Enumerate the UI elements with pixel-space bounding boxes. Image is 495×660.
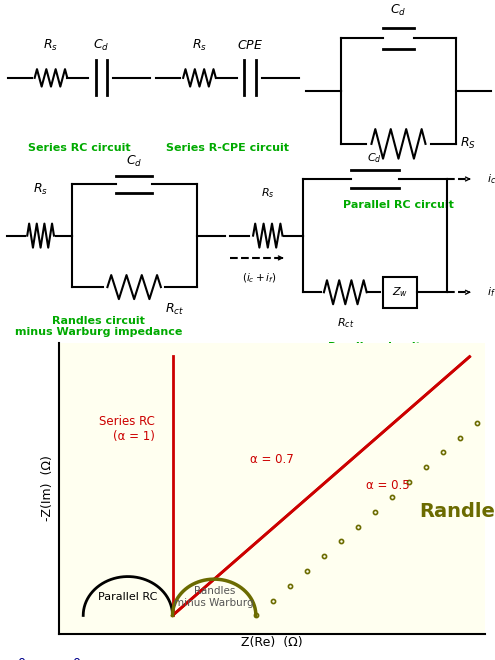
Text: Series RC circuit: Series RC circuit	[28, 143, 131, 152]
Text: Series RC
(α = 1): Series RC (α = 1)	[99, 414, 154, 443]
Text: 0: 0	[72, 657, 80, 660]
Text: $R_{ct}$: $R_{ct}$	[165, 302, 185, 317]
Text: Parallel RC circuit: Parallel RC circuit	[343, 200, 454, 210]
Text: α = 0.7: α = 0.7	[250, 453, 294, 467]
Text: $i_f$: $i_f$	[487, 285, 495, 299]
Text: $R_s$: $R_s$	[192, 38, 207, 53]
Text: Randles
minus Warburg: Randles minus Warburg	[174, 586, 254, 608]
Text: $R_{ct}$: $R_{ct}$	[337, 316, 354, 330]
Y-axis label: -Z(Im)  (Ω): -Z(Im) (Ω)	[41, 455, 54, 521]
Text: $(i_c+i_f)$: $(i_c+i_f)$	[243, 272, 277, 285]
Text: $i_c$: $i_c$	[487, 172, 495, 186]
Text: $CPE$: $CPE$	[237, 40, 263, 52]
Text: $C_d$: $C_d$	[126, 154, 142, 170]
Text: Randles circuit
minus Warburg impedance: Randles circuit minus Warburg impedance	[15, 315, 182, 337]
Text: $R_s$: $R_s$	[261, 186, 275, 199]
Text: $C_d$: $C_d$	[94, 38, 109, 53]
Text: Parallel RC: Parallel RC	[98, 593, 157, 603]
Text: α = 0.5: α = 0.5	[366, 479, 410, 492]
Bar	[383, 277, 417, 308]
Text: $C_d$: $C_d$	[367, 152, 382, 165]
Text: $R_s$: $R_s$	[44, 38, 58, 53]
Text: Randles circuit: Randles circuit	[328, 342, 421, 352]
X-axis label: Z(Re)  (Ω): Z(Re) (Ω)	[242, 636, 303, 649]
Text: Randles: Randles	[420, 502, 495, 521]
Text: $R_s$: $R_s$	[33, 182, 48, 197]
Text: Series R-CPE circuit: Series R-CPE circuit	[166, 143, 289, 152]
Text: 0: 0	[17, 657, 25, 660]
Text: $Z_w$: $Z_w$	[392, 285, 408, 299]
Text: $C_d$: $C_d$	[391, 3, 406, 18]
Text: $R_S$: $R_S$	[460, 137, 476, 151]
